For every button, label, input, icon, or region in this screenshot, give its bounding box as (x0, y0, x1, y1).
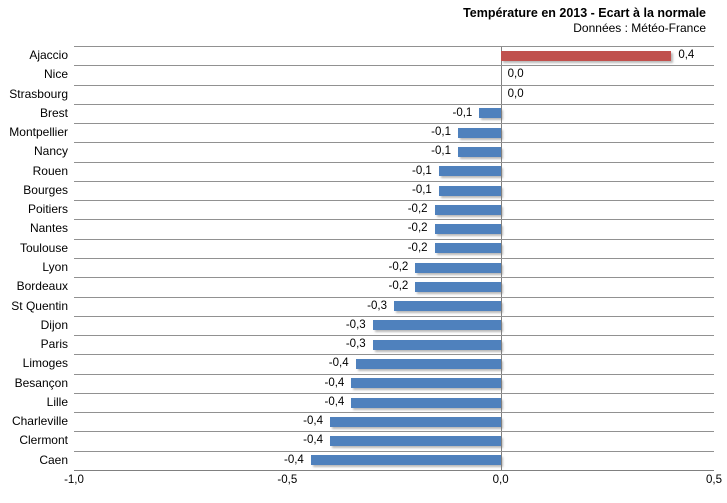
bar-negative (330, 436, 501, 447)
gridline-row (74, 123, 714, 142)
category-label: Nice (43, 67, 68, 82)
gridline-row (74, 296, 714, 316)
bar-value-label: -0,2 (407, 203, 428, 216)
bar-value-label: -0,2 (388, 280, 409, 293)
bar-value-label: -0,1 (411, 183, 432, 196)
x-tick-label: 0,0 (492, 474, 509, 486)
bar-negative (372, 339, 501, 350)
category-label: Limoges (22, 356, 68, 371)
category-label: Toulouse (19, 240, 68, 255)
category-label: Nantes (29, 221, 68, 236)
bar-value-label: -0,4 (324, 376, 345, 389)
bar-value-label: -0,2 (407, 241, 428, 254)
bar-value-label: -0,4 (303, 434, 323, 447)
value-axis: -1,0 -0,5 0,0 0,5 (64, 474, 722, 490)
bar-value-label: -0,1 (452, 106, 473, 119)
gridline-row (74, 161, 714, 181)
gridline-row (74, 392, 714, 412)
category-label: Charleville (11, 414, 68, 429)
x-tick-label: 0,5 (706, 474, 722, 486)
bar-negative (434, 204, 501, 215)
gridline-row (74, 180, 714, 200)
gridline-row (74, 142, 714, 161)
bar-negative (434, 224, 501, 235)
category-label: Dijon (40, 317, 68, 332)
category-label: Lyon (42, 260, 68, 274)
category-label: St Quentin (11, 298, 68, 313)
bar-negative (458, 147, 501, 157)
bar-negative (438, 185, 501, 196)
bar-negative (394, 301, 501, 312)
plot-area: 0,4 0,0 0,0 -0,1 -0,1 -0,1 -0,1 -0,1 -0,2 -0,2 -0,… (74, 46, 714, 471)
category-label: Lille (46, 394, 68, 409)
gridline-row (74, 450, 714, 470)
gridline-row (74, 200, 714, 219)
bar-positive (500, 50, 672, 61)
x-tick-label: -0,5 (277, 474, 298, 486)
bar-value-label: -0,2 (407, 222, 428, 235)
gridline-row (74, 354, 714, 373)
bar-value-label: -0,4 (328, 357, 349, 370)
chart-title-block: Température en 2013 - Ecart à la normale… (463, 5, 706, 36)
bar-negative (351, 378, 501, 389)
x-tick-label: -1,0 (64, 474, 84, 486)
category-axis: Ajaccio Nice Strasbourg Brest Montpellier Nan… (0, 46, 68, 470)
gridline-row (74, 238, 714, 258)
chart-subtitle: Données : Météo-France (573, 21, 706, 35)
gridline-row (74, 46, 714, 65)
bar-value-label: -0,2 (388, 261, 409, 273)
bar-negative (438, 166, 501, 177)
gridline-row (74, 335, 714, 354)
category-label: Poitiers (27, 202, 68, 217)
bar-value-label: -0,1 (411, 164, 432, 177)
gridline-row (74, 373, 714, 393)
gridline-row (74, 412, 714, 431)
bar-value-label: -0,4 (303, 415, 323, 428)
gridline-row (74, 277, 714, 296)
bar-negative (434, 243, 501, 254)
bar-value-label: -0,4 (324, 395, 345, 408)
bar-negative (479, 108, 501, 119)
gridline-row (74, 258, 714, 277)
category-label: Rouen (32, 163, 68, 178)
category-label: Caen (39, 452, 68, 467)
chart-title: Température en 2013 - Ecart à la normale (463, 6, 706, 20)
gridline-row (74, 431, 714, 450)
category-label: Clermont (19, 433, 68, 448)
bar-value-label: -0,3 (367, 299, 387, 312)
bar-value-label: 0,0 (507, 87, 524, 100)
bar-negative (415, 281, 501, 292)
bar-negative (310, 455, 501, 466)
category-label: Ajaccio (29, 48, 68, 62)
bar-value-label: -0,4 (283, 453, 304, 466)
category-label: Brest (39, 105, 68, 120)
category-label: Bordeaux (16, 279, 68, 294)
gridline-row (74, 84, 714, 104)
bar-value-label: 0,0 (507, 68, 524, 81)
bar-negative (355, 359, 501, 369)
bar-value-label: -0,3 (345, 318, 366, 331)
bar-value-label: -0,1 (431, 145, 451, 158)
category-label: Strasbourg (9, 86, 68, 101)
bar-negative (415, 262, 501, 273)
bar-negative (372, 320, 501, 331)
gridline-row (74, 219, 714, 238)
bar-value-label: -0,3 (345, 338, 366, 351)
gridline-row (74, 103, 714, 123)
bar-negative (458, 127, 501, 138)
bar-value-label: -0,1 (431, 126, 451, 139)
category-label: Besançon (14, 375, 68, 390)
category-label: Nancy (33, 144, 68, 159)
gridline-row (74, 315, 714, 335)
category-label: Paris (40, 337, 68, 352)
bar-negative (330, 416, 501, 427)
category-label: Bourges (23, 182, 68, 197)
gridline-row (74, 65, 714, 84)
category-label: Montpellier (9, 125, 68, 140)
bar-value-label: 0,4 (678, 49, 695, 61)
bar-negative (351, 397, 501, 408)
